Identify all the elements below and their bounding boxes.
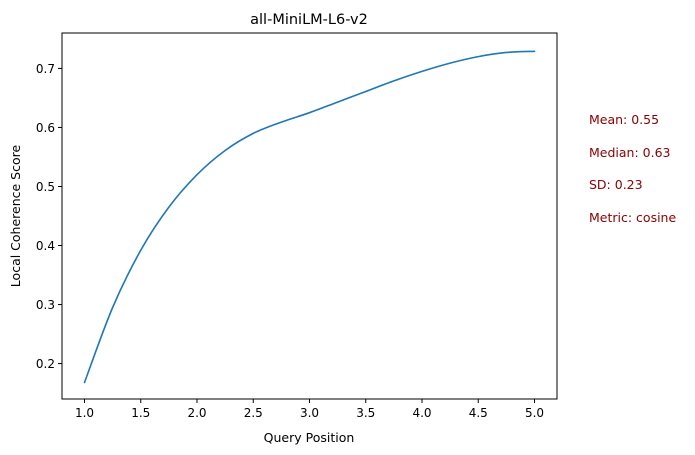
x-tick-label: 2.0 <box>187 406 206 420</box>
metric-annotation: Metric: cosine <box>589 209 677 225</box>
y-tick-label: 0.7 <box>36 62 55 76</box>
x-tick-label: 1.0 <box>75 406 94 420</box>
y-axis-ticks: 0.2 0.3 0.4 0.5 0.6 0.7 <box>36 62 62 371</box>
x-tick-label: 1.5 <box>131 406 150 420</box>
x-tick-label: 2.5 <box>244 406 263 420</box>
y-tick-label: 0.2 <box>36 357 55 371</box>
mean-annotation: Mean: 0.55 <box>589 112 660 127</box>
x-tick-label: 3.0 <box>300 406 319 420</box>
sd-annotation: SD: 0.23 <box>589 177 643 192</box>
y-tick-label: 0.3 <box>36 298 55 312</box>
x-tick-label: 3.5 <box>356 406 375 420</box>
y-tick-label: 0.4 <box>36 239 55 253</box>
plot-area <box>83 50 536 384</box>
x-axis-ticks: 1.0 1.5 2.0 2.5 3.0 3.5 4.0 4.5 5.0 <box>75 399 544 420</box>
median-annotation: Median: 0.63 <box>589 144 671 160</box>
x-tick-label: 4.5 <box>469 406 488 420</box>
x-tick-label: 4.0 <box>412 406 431 420</box>
x-tick-label: 5.0 <box>525 406 544 420</box>
x-axis-label: Query Position <box>264 430 355 445</box>
chart-title: all-MiniLM-L6-v2 <box>250 12 368 28</box>
axes-frame <box>61 32 558 400</box>
y-tick-label: 0.6 <box>36 121 55 135</box>
series-line-0 <box>83 50 536 384</box>
y-axis-label: Local Coherence Score <box>8 145 23 288</box>
y-tick-label: 0.5 <box>36 180 55 194</box>
stats-annotations: Mean: 0.55 Median: 0.63 SD: 0.23 Metric:… <box>589 104 676 234</box>
